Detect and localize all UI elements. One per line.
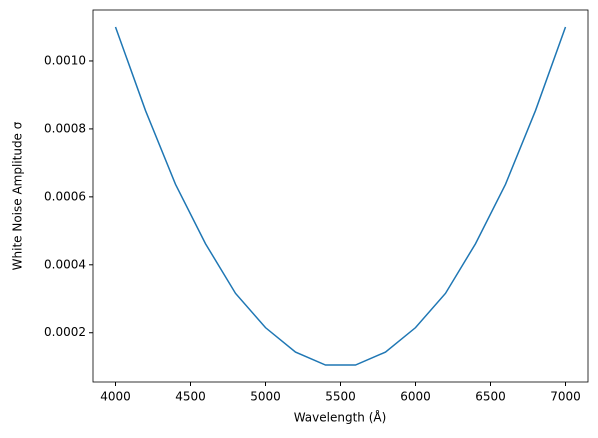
line	[114, 26, 567, 366]
x-axis-label: Wavelength (Å)	[294, 410, 387, 425]
x-tick-label: 5000	[250, 390, 281, 404]
y-tick-label: 0.0006	[44, 189, 86, 203]
y-tick-label: 0.0002	[44, 325, 86, 339]
x-tick-label: 7000	[550, 390, 581, 404]
x-tick-label: 6500	[475, 390, 506, 404]
y-axis-label: White Noise Amplitude σ	[11, 121, 25, 270]
x-tick-label: 6000	[400, 390, 431, 404]
y-tick-label: 0.0004	[44, 257, 86, 271]
x-tick-label: 4500	[175, 390, 206, 404]
plot-frame	[92, 9, 589, 383]
x-tick-label: 5500	[325, 390, 356, 404]
x-tick-label: 4000	[100, 390, 131, 404]
y-tick-label: 0.0008	[44, 121, 86, 135]
y-tick-label: 0.0010	[44, 53, 86, 67]
